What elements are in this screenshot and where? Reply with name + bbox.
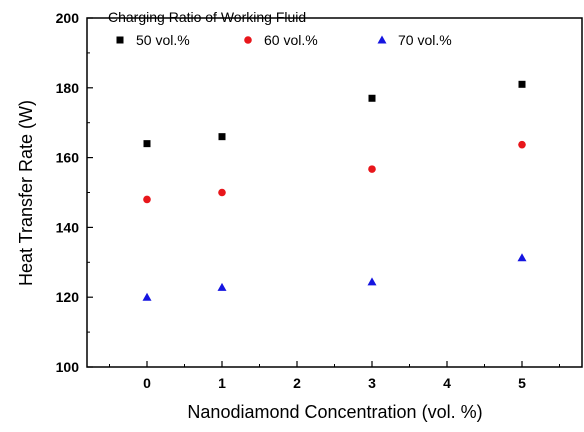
data-point-triangle: [367, 277, 377, 286]
y-tick-label: 180: [56, 80, 80, 96]
legend: Charging Ratio of Working Fluid 50 vol.%…: [108, 9, 452, 48]
y-tick-label: 160: [56, 150, 80, 166]
x-tick-label: 3: [368, 375, 376, 391]
x-tick-label: 4: [443, 375, 451, 391]
y-tick-label: 120: [56, 289, 80, 305]
data-point-square: [143, 140, 151, 148]
data-point-circle: [218, 188, 226, 197]
axes: [86, 17, 583, 368]
legend-label: 50 vol.%: [136, 32, 190, 48]
data-point-circle: [143, 195, 151, 204]
legend-marker-circle: [244, 36, 252, 44]
data-point-triangle: [142, 292, 152, 301]
data-point-square: [218, 133, 226, 141]
x-tick-label: 2: [293, 375, 301, 391]
legend-marker-square: [116, 36, 124, 44]
legend-title: Charging Ratio of Working Fluid: [108, 9, 306, 25]
y-axis-title: Heat Transfer Rate (W): [16, 100, 36, 286]
data-points: [142, 80, 527, 301]
x-tick-label: 0: [143, 375, 151, 391]
data-point-circle: [518, 140, 526, 149]
y-tick-label: 140: [56, 219, 80, 235]
x-tick-label: 1: [218, 375, 226, 391]
x-tick-label: 5: [518, 375, 526, 391]
legend-label: 70 vol.%: [398, 32, 452, 48]
plot-frame: [86, 17, 583, 368]
ticks: 100 120 140 160 180 200 0 1 2 3 4 5: [56, 10, 560, 391]
data-point-triangle: [517, 253, 527, 262]
legend-marker-triangle: [377, 35, 387, 44]
legend-label: 60 vol.%: [264, 32, 318, 48]
data-point-circle: [368, 165, 376, 173]
data-point-square: [518, 80, 526, 88]
y-tick-label: 100: [56, 359, 80, 375]
x-axis-title: Nanodiamond Concentration (vol. %): [187, 402, 482, 422]
data-point-square: [368, 94, 376, 102]
data-point-triangle: [217, 282, 227, 291]
y-tick-label: 200: [56, 10, 80, 26]
